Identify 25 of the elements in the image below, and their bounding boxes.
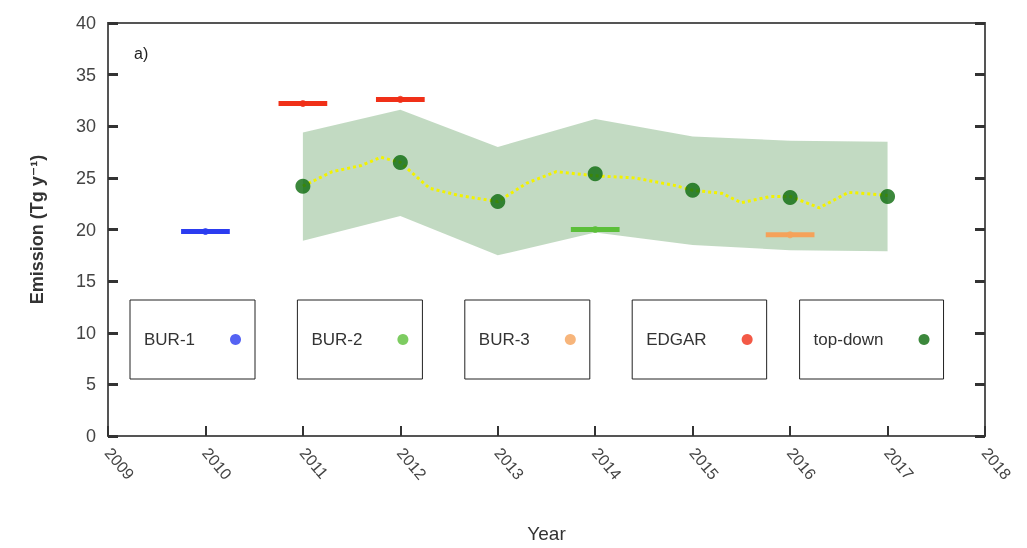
y-tick-label: 10 bbox=[75, 322, 96, 343]
point bbox=[685, 182, 701, 198]
y-tick-label: 5 bbox=[85, 374, 96, 395]
y-tick-label: 35 bbox=[75, 64, 96, 85]
y-tick-label: 40 bbox=[75, 13, 96, 33]
point bbox=[880, 188, 896, 204]
legend-label: top-down bbox=[813, 330, 884, 349]
point bbox=[786, 231, 794, 239]
point bbox=[392, 154, 408, 170]
legend-label: BUR-3 bbox=[478, 330, 530, 349]
legend-label: BUR-2 bbox=[311, 330, 363, 349]
y-tick-label: 20 bbox=[75, 219, 96, 240]
x-axis-title: Year bbox=[527, 523, 567, 544]
point bbox=[490, 194, 506, 210]
y-tick-label: 0 bbox=[85, 426, 96, 446]
point bbox=[782, 190, 798, 205]
annotation: a) bbox=[134, 44, 149, 62]
point bbox=[295, 178, 311, 194]
y-tick-label: 15 bbox=[75, 271, 96, 292]
y-tick-label: 30 bbox=[75, 116, 96, 137]
y-tick-label: 25 bbox=[75, 167, 96, 188]
legend-label: BUR-1 bbox=[143, 330, 196, 349]
legend-label: EDGAR bbox=[646, 330, 707, 349]
point bbox=[587, 166, 603, 182]
y-axis-title: Emission (Tg y⁻¹) bbox=[27, 154, 47, 305]
